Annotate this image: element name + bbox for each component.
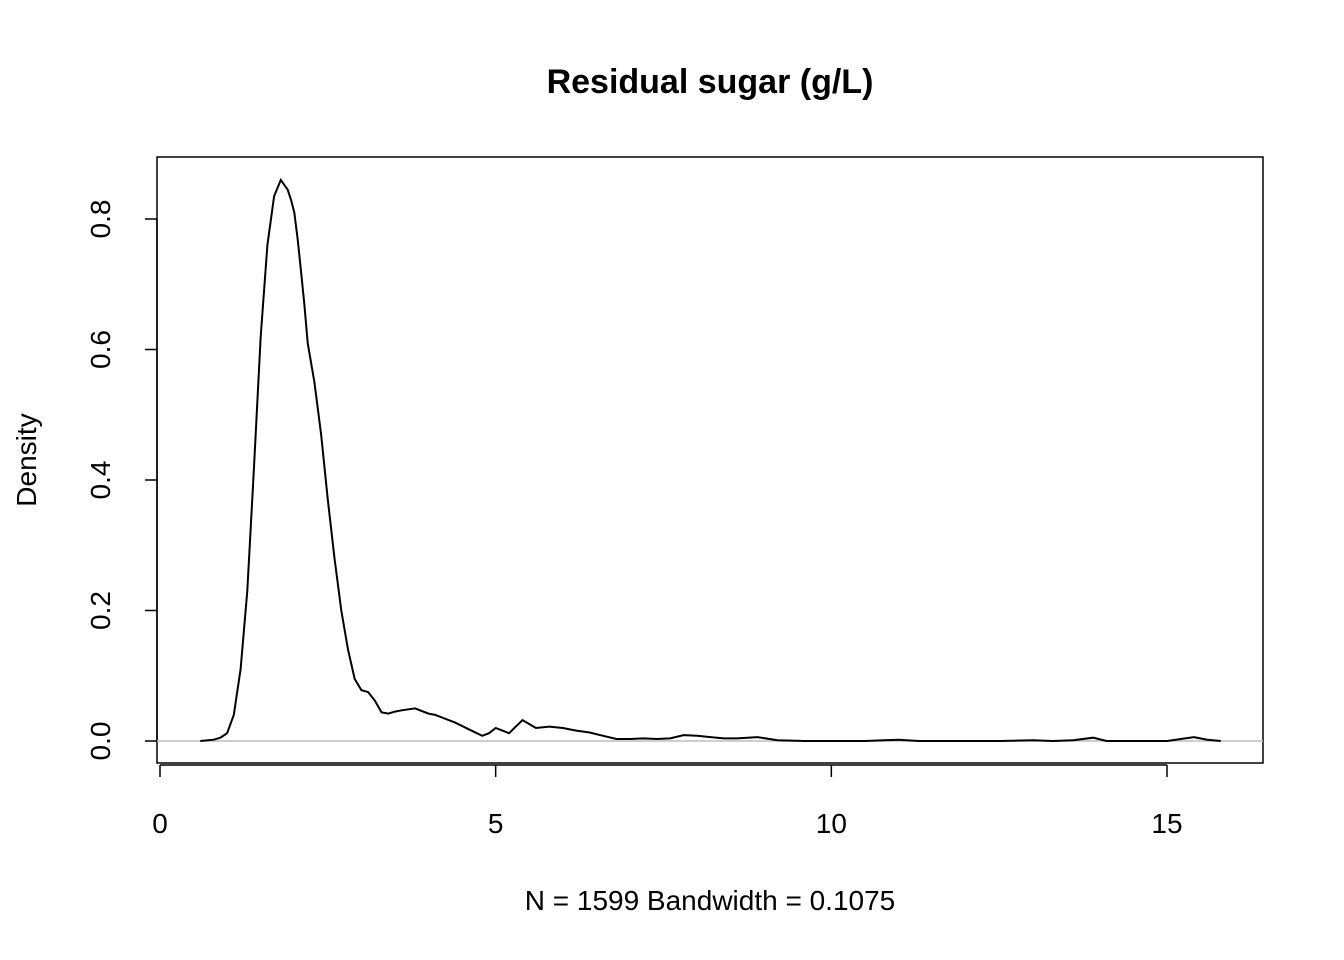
y-tick-label: 0.4 [85, 461, 116, 500]
x-tick-label: 0 [152, 808, 168, 839]
x-axis-label: N = 1599 Bandwidth = 0.1075 [525, 885, 896, 916]
x-axis: 0 5 10 15 [152, 764, 1183, 839]
y-tick-label: 0.6 [85, 330, 116, 369]
y-tick-label: 0.2 [85, 591, 116, 630]
y-tick-label: 0.8 [85, 200, 116, 239]
y-tick-label: 0.0 [85, 722, 116, 761]
x-tick-label: 15 [1151, 808, 1182, 839]
y-axis: 0.0 0.2 0.4 0.6 0.8 [85, 200, 158, 761]
x-tick-label: 10 [816, 808, 847, 839]
x-tick-label: 5 [488, 808, 504, 839]
y-axis-label: Density [11, 413, 42, 506]
chart-title: Residual sugar (g/L) [547, 63, 874, 101]
density-curve [200, 177, 1221, 743]
